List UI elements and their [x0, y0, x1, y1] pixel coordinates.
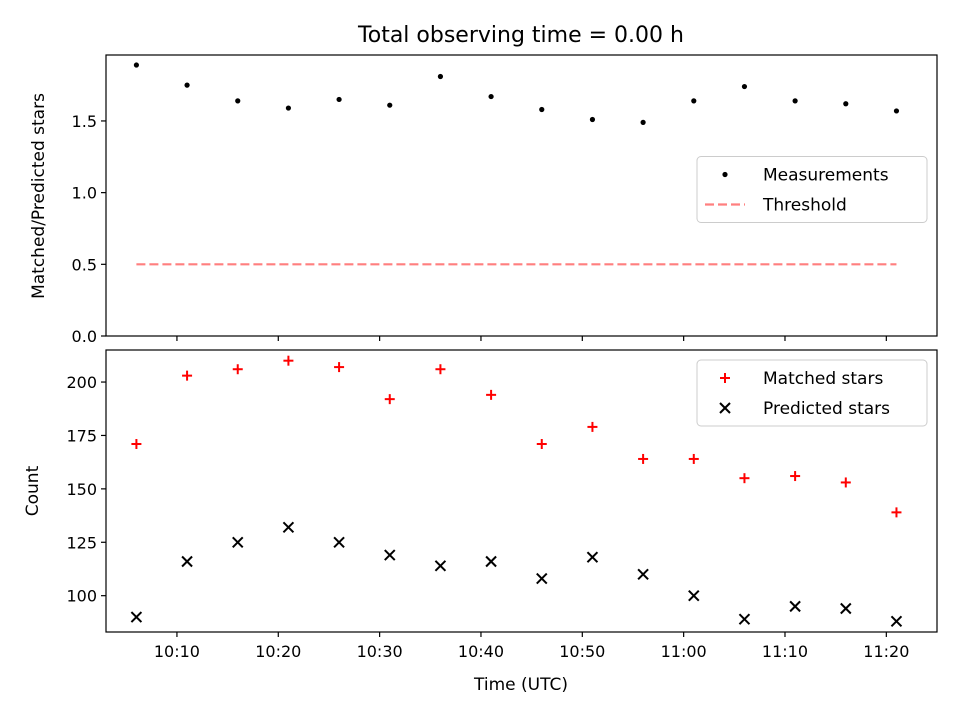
matched-star-point: [384, 394, 395, 405]
x-tick-label: 10:10: [154, 642, 200, 661]
bottom-y-axis-label: Count: [23, 465, 43, 516]
x-tick-label: 10:20: [255, 642, 301, 661]
top-y-tick-label: 0.5: [72, 255, 97, 274]
predicted-star-point: [384, 549, 396, 561]
matched-star-point: [688, 453, 699, 464]
measurement-point: [437, 73, 444, 80]
predicted-star-point: [282, 521, 295, 534]
measurement-point: [843, 101, 849, 107]
predicted-star-point: [840, 602, 852, 615]
top-legend: Measurements Threshold: [696, 156, 928, 223]
measurement-point: [691, 98, 697, 104]
predicted-star-point: [890, 615, 903, 628]
legend-dot-handle: [722, 171, 728, 178]
top-y-axis-label: Matched/Predicted stars: [29, 93, 49, 299]
legend-x-handle: [719, 402, 731, 414]
x-tick-label: 10:40: [458, 642, 504, 661]
matched-star-point: [182, 370, 193, 381]
x-tick-label: 11:20: [863, 642, 909, 661]
predicted-star-point: [333, 536, 345, 548]
predicted-star-point: [637, 568, 649, 581]
matched-star-point: [739, 473, 750, 484]
predicted-star-point: [789, 600, 801, 613]
top-y-tick-label: 0.0: [72, 327, 97, 346]
top-plot-frame: [105, 54, 938, 337]
measurement-point: [792, 98, 798, 104]
matched-star-point: [334, 362, 345, 373]
measurement-point: [285, 105, 292, 111]
bottom-legend: Matched stars Predicted stars: [696, 359, 928, 427]
predicted-star-point: [232, 536, 244, 548]
figure-title: Total observing time = 0.00 h: [357, 23, 684, 48]
top-y-tick-label: 1.5: [72, 112, 97, 131]
matched-star-point: [232, 364, 243, 375]
bottom-y-tick-label: 125: [66, 533, 97, 552]
matched-star-point: [131, 439, 142, 449]
bottom-y-tick-label: 175: [66, 426, 97, 445]
legend-label: Matched stars: [763, 369, 883, 389]
matched-star-point: [283, 355, 294, 366]
bottom-panel: 100 125 150 175 200 10:10 10:20 10:30 10:40 10:5…: [23, 349, 938, 695]
matched-star-point: [587, 421, 598, 432]
predicted-star-point: [485, 555, 497, 568]
measurement-point: [387, 102, 393, 108]
measurement-point: [589, 116, 596, 123]
top-legend-box: [696, 156, 928, 223]
legend-label: Threshold: [762, 196, 847, 216]
measurement-point: [336, 96, 342, 103]
x-tick-label: 10:30: [357, 642, 403, 661]
predicted-star-point: [688, 589, 700, 602]
predicted-star-point: [586, 551, 599, 563]
matched-star-point: [840, 477, 851, 488]
bottom-y-tick-label: 200: [66, 373, 97, 392]
predicted-star-point: [536, 572, 548, 585]
x-tick-label: 11:00: [661, 642, 707, 661]
matched-star-point: [486, 389, 497, 400]
measurement-point: [235, 98, 241, 104]
bottom-y-tick-label: 150: [66, 480, 97, 499]
predicted-star-point: [434, 560, 447, 572]
x-axis-label: Time (UTC): [473, 675, 568, 695]
matched-star-point: [891, 507, 902, 518]
matched-star-point: [536, 439, 547, 449]
top-y-tick-label: 1.0: [72, 184, 97, 203]
measurement-point: [539, 106, 545, 113]
measurement-point: [893, 108, 900, 114]
top-panel: 0.0 0.5 1.0 1.5 Matched/Predicted stars Mea…: [29, 54, 938, 346]
legend-label: Predicted stars: [763, 399, 890, 419]
predicted-star-point: [130, 611, 143, 623]
legend-label: Measurements: [763, 166, 889, 186]
measurement-point: [133, 62, 140, 68]
predicted-star-point: [738, 613, 751, 625]
matched-star-point: [790, 471, 801, 482]
predicted-star-point: [181, 555, 193, 568]
measurement-point: [640, 119, 646, 125]
matched-star-point: [435, 364, 446, 375]
bottom-plot-frame: [105, 349, 938, 633]
measurement-point: [488, 93, 494, 100]
legend-plus-handle: [720, 373, 730, 383]
x-tick-label: 11:10: [762, 642, 808, 661]
x-tick-label: 10:50: [559, 642, 605, 661]
bottom-legend-box: [696, 359, 928, 427]
bottom-y-tick-label: 100: [66, 587, 97, 606]
measurement-point: [184, 82, 190, 88]
matched-star-point: [638, 453, 649, 464]
measurement-point: [741, 83, 748, 90]
